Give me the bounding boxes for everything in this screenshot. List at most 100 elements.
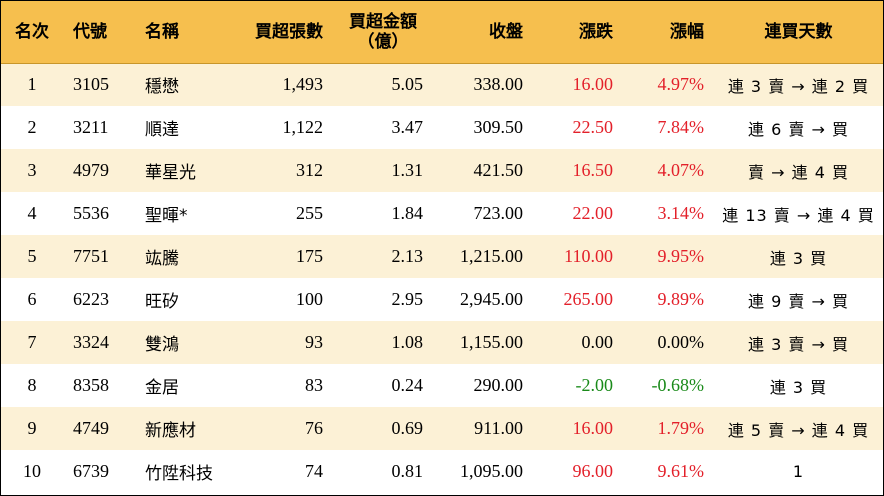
header-change-pct: 漲幅: [623, 1, 714, 64]
close-price-cell: 2,945.00: [460, 289, 523, 309]
buy-lots-cell: 255: [296, 203, 323, 223]
close-price-cell: 421.50: [473, 160, 524, 180]
buy-amount-cell: 0.24: [391, 375, 424, 395]
close-price-cell: 309.50: [473, 117, 524, 137]
buy-lots-cell: 175: [296, 246, 323, 266]
name-cell: 聖暉*: [145, 206, 188, 226]
code-cell: 3324: [73, 332, 109, 352]
change-cell: 22.50: [572, 117, 614, 137]
buy-amount-cell: 0.69: [391, 418, 424, 438]
header-name: 名稱: [135, 1, 233, 64]
code-cell: 4979: [73, 160, 109, 180]
consecutive-days-cell: 連 5 賣 → 連 4 買: [727, 420, 870, 440]
table-row: 6 6223 旺矽 100 2.95 2,945.00 265.00 9.89% 連 9 賣 →…: [1, 278, 883, 321]
close-price-cell: 1,215.00: [460, 246, 523, 266]
buy-lots-cell: 100: [296, 289, 323, 309]
code-cell: 6223: [73, 289, 109, 309]
header-change: 漲跌: [533, 1, 623, 64]
close-price-cell: 1,095.00: [460, 461, 523, 481]
name-cell: 雙鴻: [145, 335, 179, 355]
code-cell: 3105: [73, 74, 109, 95]
code-cell: 3211: [73, 117, 109, 137]
table-row: 4 5536 聖暉* 255 1.84 723.00 22.00 3.14% 連 13 賣 → …: [1, 192, 883, 235]
code-cell: 5536: [73, 203, 109, 223]
name-cell: 竹陞科技: [145, 464, 213, 484]
rank-cell: 9: [27, 418, 37, 438]
header-close: 收盤: [433, 1, 533, 64]
change-pct-cell: 0.00%: [657, 332, 705, 352]
buy-lots-cell: 1,122: [282, 117, 324, 137]
change-pct-cell: 4.97%: [657, 74, 705, 95]
change-pct-cell: 9.95%: [657, 246, 705, 266]
change-cell: 16.50: [572, 160, 614, 180]
change-pct-cell: 9.89%: [657, 289, 705, 309]
buy-amount-cell: 1.31: [391, 160, 424, 180]
change-cell: -2.00: [575, 375, 614, 395]
change-pct-cell: 3.14%: [657, 203, 705, 223]
buy-amount-cell: 1.84: [391, 203, 424, 223]
header-rank: 名次: [1, 1, 63, 64]
buy-lots-cell: 1,493: [282, 74, 324, 95]
consecutive-days-cell: 連 9 賣 → 買: [748, 291, 849, 311]
change-pct-cell: 9.61%: [657, 461, 705, 481]
consecutive-days-cell: 連 6 賣 → 買: [748, 119, 849, 139]
code-cell: 4749: [73, 418, 109, 438]
rank-cell: 4: [27, 203, 37, 223]
rank-cell: 3: [27, 160, 37, 180]
close-price-cell: 338.00: [473, 74, 524, 95]
rank-cell: 5: [27, 246, 37, 266]
header-buy-amount: 買超金額 （億）: [333, 1, 433, 64]
close-price-cell: 723.00: [473, 203, 524, 223]
header-consecutive-days: 連買天數: [714, 1, 883, 64]
change-cell: 16.00: [572, 74, 614, 95]
table-row: 9 4749 新應材 76 0.69 911.00 16.00 1.79% 連 5 賣 → 連 …: [1, 407, 883, 450]
change-pct-cell: 4.07%: [657, 160, 705, 180]
header-buy-lots: 買超張數: [233, 1, 333, 64]
change-pct-cell: 7.84%: [657, 117, 705, 137]
table-row: 7 3324 雙鴻 93 1.08 1,155.00 0.00 0.00% 連 3 賣 → 買: [1, 321, 883, 364]
change-cell: 265.00: [563, 289, 614, 309]
close-price-cell: 911.00: [474, 418, 523, 438]
name-cell: 穩懋: [145, 77, 179, 98]
header-buy-amount-line1: 買超金額: [349, 11, 417, 32]
table-row: 8 8358 金居 83 0.24 290.00 -2.00 -0.68% 連 3 買: [1, 364, 883, 407]
change-pct-cell: 1.79%: [657, 418, 705, 438]
code-cell: 8358: [73, 375, 109, 395]
buy-lots-cell: 93: [305, 332, 323, 352]
rank-cell: 2: [27, 117, 37, 137]
buy-amount-cell: 1.08: [391, 332, 424, 352]
table-row: 2 3211 順達 1,122 3.47 309.50 22.50 7.84% 連 6 賣 → …: [1, 106, 883, 149]
buy-amount-cell: 5.05: [391, 74, 424, 95]
close-price-cell: 290.00: [473, 375, 524, 395]
change-cell: 16.00: [572, 418, 614, 438]
buy-amount-cell: 2.95: [391, 289, 424, 309]
name-cell: 順達: [145, 120, 179, 140]
name-cell: 華星光: [145, 163, 196, 183]
change-cell: 22.00: [572, 203, 614, 223]
code-cell: 7751: [73, 246, 109, 266]
table-row: 1 3105 穩懋 1,493 5.05 338.00 16.00 4.97% 連 3 賣 → …: [1, 63, 883, 106]
close-price-cell: 1,155.00: [460, 332, 523, 352]
rank-cell: 7: [27, 332, 37, 352]
change-cell: 0.00: [581, 332, 614, 352]
table-row: 10 6739 竹陞科技 74 0.81 1,095.00 96.00 9.61% 1: [1, 450, 883, 493]
header-row: 名次 代號 名稱 買超張數 買超金額 （億） 收盤 漲跌 漲幅 連買天數: [1, 1, 883, 64]
code-cell: 6739: [73, 461, 109, 481]
rank-cell: 8: [27, 375, 37, 395]
table-body: 1 3105 穩懋 1,493 5.05 338.00 16.00 4.97% 連 3 賣 → …: [1, 63, 883, 493]
consecutive-days-cell: 賣 → 連 4 買: [748, 162, 849, 182]
consecutive-days-cell: 連 3 買: [769, 248, 828, 268]
buy-lots-cell: 312: [296, 160, 323, 180]
consecutive-days-cell: 連 3 賣 → 連 2 買: [727, 76, 870, 96]
buy-lots-cell: 83: [305, 375, 323, 395]
consecutive-days-cell: 連 3 買: [769, 377, 828, 397]
consecutive-days-cell: 連 3 賣 → 買: [748, 334, 849, 354]
change-cell: 96.00: [572, 461, 614, 481]
table-row: 5 7751 竑騰 175 2.13 1,215.00 110.00 9.95% 連 3 買: [1, 235, 883, 278]
change-pct-cell: -0.68%: [651, 375, 705, 395]
name-cell: 新應材: [145, 421, 196, 441]
buy-lots-cell: 74: [305, 461, 323, 481]
consecutive-days-cell: 1: [792, 462, 805, 481]
